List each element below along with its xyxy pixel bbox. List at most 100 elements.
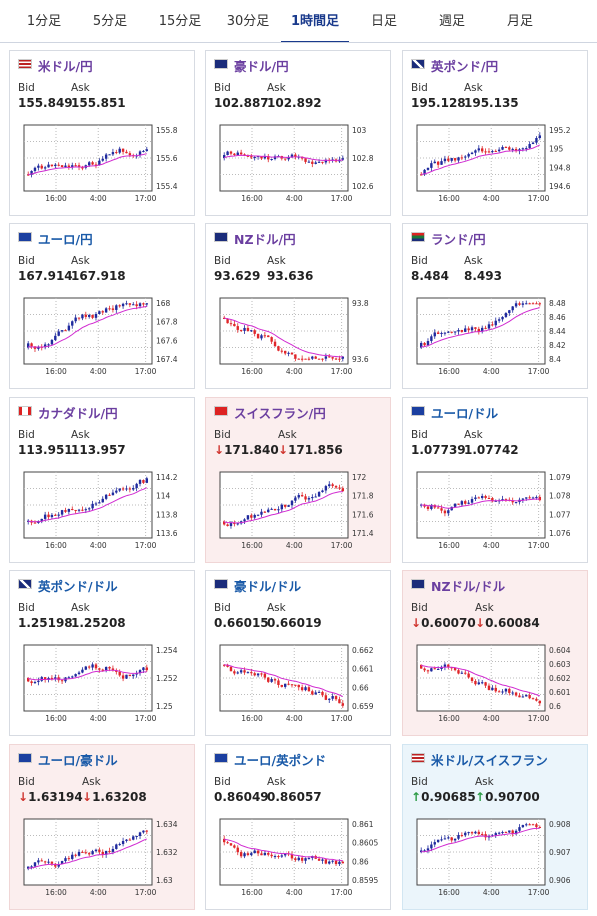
card-gbp-jpy[interactable]: 英ポンド/円 Bid Ask 195.128 195.135 195.2 195 194.8 1… — [402, 50, 588, 216]
candle — [531, 497, 535, 499]
bid-label: Bid — [214, 255, 231, 267]
candle — [331, 484, 334, 487]
candle — [304, 496, 307, 500]
candle — [138, 670, 142, 674]
candle — [115, 152, 118, 154]
candle — [145, 830, 149, 832]
pair-title[interactable]: カナダドル/円 — [38, 406, 118, 421]
candle — [246, 853, 250, 855]
card-cad-jpy[interactable]: カナダドル/円 Bid Ask 113.951 113.957 114.2 114 113.8… — [9, 397, 195, 563]
candle — [280, 855, 284, 857]
card-eur-usd[interactable]: ユーロ/ドル Bid Ask 1.07739 1.07742 1.079 1.078 1.07… — [402, 397, 588, 563]
ask-value: 195.135 — [464, 96, 519, 110]
candle — [250, 515, 253, 518]
candle — [334, 860, 338, 865]
candle — [290, 854, 294, 859]
candle — [334, 696, 338, 700]
moving-average-line — [224, 491, 343, 524]
candle — [447, 158, 450, 161]
candle — [98, 311, 101, 315]
candle — [481, 495, 484, 499]
tab-5min[interactable]: 5分足 — [92, 14, 128, 29]
card-gbp-usd[interactable]: 英ポンド/ドル Bid Ask 1.25198 1.25208 1.254 1.252 1.2… — [9, 570, 195, 736]
card-eur-jpy[interactable]: ユーロ/円 Bid Ask 167.914 167.918 168 167.8 167.6 16… — [9, 223, 195, 389]
y-tick-label: 0.908 — [549, 820, 571, 829]
candle — [77, 317, 81, 319]
candle — [338, 699, 341, 704]
card-nzd-jpy[interactable]: NZドル/円 Bid Ask 93.629 93.636 93.8 93.6 16:00 4:0… — [205, 223, 391, 389]
candle — [263, 511, 267, 513]
candle — [334, 486, 338, 488]
candle — [453, 838, 457, 841]
pair-title[interactable]: ランド/円 — [431, 232, 486, 247]
card-eur-gbp[interactable]: ユーロ/英ポンド Bid Ask 0.86049 0.86057 0.861 0.8605 0… — [205, 744, 391, 910]
candle — [125, 839, 128, 841]
pair-title[interactable]: 英ポンド/円 — [431, 59, 499, 74]
ask-label: Ask — [267, 776, 286, 788]
card-usd-jpy[interactable]: 米ドル/円 Bid Ask 155.849 155.851 155.8 155.6 155.4… — [9, 50, 195, 216]
ask-value: 155.851 — [71, 96, 126, 110]
card-chf-jpy[interactable]: スイスフラン/円 Bid Ask ↓171.840 ↓171.856 172 171.8 17… — [205, 397, 391, 563]
pair-title[interactable]: 豪ドル/円 — [234, 59, 289, 74]
pair-title[interactable]: 米ドル/スイスフラン — [431, 753, 548, 768]
ask-number: 195.135 — [464, 96, 519, 110]
ask-number: 171.856 — [288, 443, 343, 457]
candle — [430, 844, 433, 849]
card-aud-jpy[interactable]: 豪ドル/円 Bid Ask 102.887 102.892 103 102.8 102.6 16… — [205, 50, 391, 216]
bid-number: 155.849 — [18, 96, 73, 110]
candle — [535, 303, 538, 305]
candle — [484, 327, 487, 329]
x-tick-label: 4:00 — [483, 714, 500, 723]
tab-daily[interactable]: 日足 — [370, 14, 397, 29]
pair-title[interactable]: ユーロ/豪ドル — [38, 753, 118, 768]
candle — [450, 667, 453, 669]
candle — [525, 148, 528, 150]
pair-title[interactable]: ユーロ/円 — [38, 232, 93, 247]
candle — [125, 674, 128, 679]
candle — [260, 155, 263, 159]
candle — [521, 303, 525, 305]
candle — [297, 495, 300, 498]
candle — [426, 506, 430, 509]
pair-title[interactable]: NZドル/ドル — [431, 579, 506, 594]
candle — [314, 692, 317, 695]
y-tick-label: 167.8 — [156, 318, 178, 327]
card-usd-chf[interactable]: 米ドル/スイスフラン Bid Ask ↑0.90685 ↑0.90700 0.908 0.9… — [402, 744, 588, 910]
pair-title[interactable]: 英ポンド/ドル — [38, 579, 118, 594]
card-zar-jpy[interactable]: ランド/円 Bid Ask 8.484 8.493 8.48 8.46 8.44 8.42 8.4… — [402, 223, 588, 389]
card-nzd-usd[interactable]: NZドル/ドル Bid Ask ↓0.60070 ↓0.60084 0.604 0.603 0… — [402, 570, 588, 736]
bid-number: 0.60070 — [421, 616, 476, 630]
y-tick-label: 0.907 — [549, 848, 571, 857]
x-tick-label: 4:00 — [286, 541, 303, 550]
card-aud-usd[interactable]: 豪ドル/ドル Bid Ask 0.66015 0.66019 0.662 0.661 0.66… — [205, 570, 391, 736]
pair-title[interactable]: スイスフラン/円 — [234, 406, 326, 421]
card-eur-aud[interactable]: ユーロ/豪ドル Bid Ask ↓1.63194 ↓1.63208 1.634 1.632 1… — [9, 744, 195, 910]
candle — [270, 854, 273, 857]
bid-label: Bid — [214, 776, 231, 788]
candle — [270, 508, 273, 510]
tab-1hour[interactable]: 1時間足 — [281, 0, 349, 43]
candle — [270, 158, 273, 160]
candle — [267, 155, 270, 160]
candle — [118, 844, 121, 846]
tab-30min[interactable]: 30分足 — [226, 14, 270, 29]
tab-15min[interactable]: 15分足 — [158, 14, 202, 29]
tab-1min[interactable]: 1分足 — [26, 14, 62, 29]
x-tick-label: 4:00 — [286, 367, 303, 376]
candle — [324, 486, 328, 491]
pair-title[interactable]: 豪ドル/ドル — [234, 579, 302, 594]
pair-title[interactable]: ユーロ/ドル — [431, 406, 499, 421]
candle — [27, 678, 30, 682]
tab-monthly[interactable]: 月足 — [506, 14, 533, 29]
pair-title[interactable]: ユーロ/英ポンド — [234, 753, 327, 768]
tab-weekly[interactable]: 週足 — [438, 14, 465, 29]
pair-title[interactable]: NZドル/円 — [234, 232, 296, 247]
candle — [297, 358, 300, 360]
candle — [37, 860, 40, 863]
candle — [324, 356, 328, 359]
pair-title[interactable]: 米ドル/円 — [38, 59, 93, 74]
candle — [239, 152, 243, 155]
candle — [311, 161, 314, 164]
candle — [284, 683, 287, 687]
candle — [518, 827, 521, 831]
